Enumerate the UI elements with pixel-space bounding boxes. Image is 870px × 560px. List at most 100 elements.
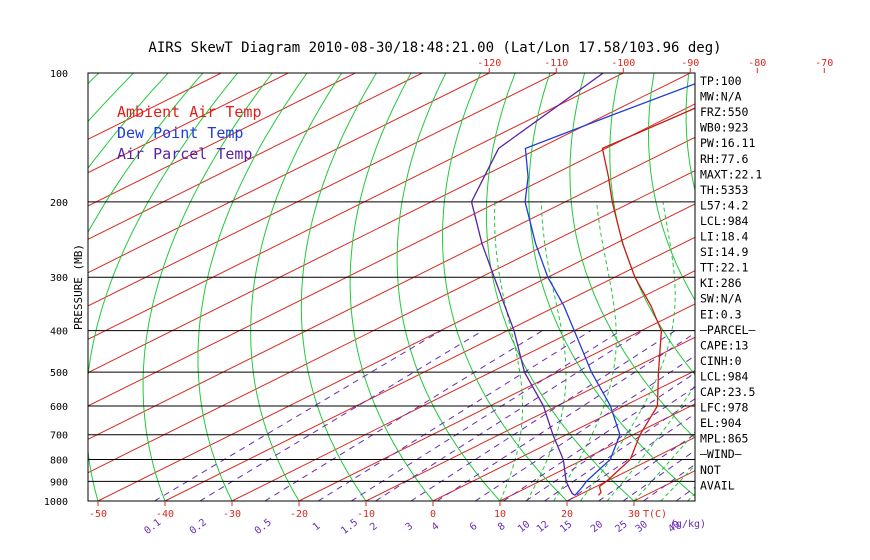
- isotherm-line: [298, 303, 695, 501]
- index-value: SW:N/A: [700, 292, 742, 306]
- plot-frame: [87, 72, 696, 502]
- mixing-ratio-label: 1: [311, 521, 323, 533]
- profile-lines: [470, 73, 695, 496]
- series-line-dew-point-temp: [524, 83, 695, 496]
- top-temp-tick-label: -110: [544, 58, 568, 69]
- bottom-temp-tick-label: -40: [156, 509, 174, 520]
- index-value: MW:N/A: [700, 90, 742, 104]
- mixing-ratio-line: [317, 330, 592, 501]
- dry-adiabat-line: [758, 73, 870, 501]
- legend-entry: Air Parcel Temp: [117, 145, 252, 163]
- index-value: FRZ:550: [700, 105, 749, 119]
- mixing-ratio-line: [375, 330, 644, 501]
- isotherm-line: [164, 236, 695, 501]
- dry-adiabat-line: [349, 73, 434, 501]
- x-axis-unit-label: T(C): [643, 509, 667, 520]
- index-value: MPL:865: [700, 432, 748, 446]
- bottom-temp-tick-label: -30: [223, 509, 241, 520]
- index-value: RH:77.6: [700, 152, 749, 166]
- dry-adiabat-line: [862, 73, 870, 501]
- mixing-ratio-label: 4: [430, 521, 442, 533]
- index-value: LCL:984: [700, 214, 749, 228]
- isotherm-line: [365, 336, 695, 501]
- isotherm-line: [88, 73, 557, 307]
- axes: 1002003004005006007008009001000PRESSURE …: [44, 58, 833, 537]
- index-value: TH:5353: [700, 183, 749, 197]
- mixing-ratio-line: [154, 330, 442, 501]
- index-value: LI:18.4: [700, 230, 749, 244]
- pressure-tick-label: 400: [50, 327, 68, 338]
- isotherm-line: [97, 203, 695, 501]
- index-value: —WIND—: [700, 447, 742, 461]
- top-temp-tick-label: -80: [748, 58, 766, 69]
- mixing-ratio-label: 8: [496, 521, 508, 533]
- mixing-ratio-line: [199, 330, 484, 501]
- index-value: WB0:923: [700, 121, 749, 135]
- mixing-ratio-label: 1.5: [339, 517, 360, 537]
- mixing-ratio-line: [436, 332, 695, 501]
- isotherm-line: [768, 73, 870, 501]
- index-value: SI:14.9: [700, 245, 749, 259]
- top-temp-tick-label: -120: [477, 58, 501, 69]
- mixing-ratio-line: [643, 463, 695, 501]
- mixing-ratio-label: 6: [468, 521, 480, 533]
- index-value: PW:16.11: [700, 136, 755, 150]
- mixing-ratio-label: 2: [368, 521, 380, 533]
- isotherm-line: [88, 170, 695, 474]
- isotherm-line: [231, 270, 695, 501]
- bottom-temp-tick-label: 30: [628, 509, 640, 520]
- mixing-ratio-line: [544, 398, 695, 501]
- mixing-ratio-label: 0.2: [188, 517, 209, 537]
- grid-lines: [88, 73, 870, 501]
- mixing-ratio-unit-label: (g/kg): [670, 519, 706, 530]
- pressure-tick-label: 300: [50, 273, 68, 284]
- top-temp-tick-label: -90: [681, 58, 699, 69]
- isotherm-line: [432, 370, 695, 501]
- index-value: AVAIL: [700, 478, 735, 492]
- legend-entry: Ambient Air Temp: [117, 103, 262, 121]
- mixing-ratio-label: 30: [634, 519, 650, 535]
- dry-adiabat-line: [396, 73, 501, 501]
- dry-adiabat-line: [197, 73, 308, 501]
- index-value: CINH:0: [700, 354, 742, 368]
- index-value: CAP:23.5: [700, 385, 755, 399]
- bottom-temp-tick-label: -20: [290, 509, 308, 520]
- pressure-tick-label: 100: [50, 69, 68, 80]
- mixing-ratio-label: 20: [589, 519, 605, 535]
- y-axis-label: PRESSURE (MB): [72, 244, 85, 330]
- top-temp-tick-label: -70: [815, 58, 833, 69]
- pressure-tick-label: 900: [50, 477, 68, 488]
- index-value: CAPE:13: [700, 338, 749, 352]
- mixing-ratio-label: 3: [404, 521, 416, 533]
- dry-adiabat-line: [647, 73, 695, 302]
- index-value: EI:0.3: [700, 307, 742, 321]
- dry-adiabat-line: [828, 73, 870, 501]
- isotherm-line: [88, 73, 490, 274]
- mixing-ratio-line: [350, 330, 622, 501]
- pressure-tick-label: 800: [50, 456, 68, 467]
- mixing-ratio-label: 12: [535, 519, 551, 535]
- mixing-ratio-line: [475, 355, 695, 501]
- dry-adiabat-line: [88, 73, 238, 501]
- isotherm-line: [835, 73, 870, 501]
- index-value: NOT: [700, 463, 721, 477]
- index-value: LCL:984: [700, 369, 749, 383]
- dry-adiabat-line: [569, 73, 695, 439]
- moist-adiabat-line: [580, 201, 676, 501]
- mixing-ratio-line: [410, 330, 676, 501]
- index-value: EL:904: [700, 416, 742, 430]
- chart-title: AIRS SkewT Diagram 2010-08-30/18:48:21.0…: [148, 40, 721, 56]
- pressure-tick-label: 200: [50, 198, 68, 209]
- bottom-temp-tick-label: 10: [494, 509, 506, 520]
- pressure-tick-label: 700: [50, 431, 68, 442]
- moist-adiabat-line: [494, 201, 523, 501]
- index-value: LFC:978: [700, 401, 749, 415]
- moist-adiabat-line: [526, 201, 567, 501]
- dry-adiabat-line: [793, 73, 870, 501]
- bottom-temp-tick-label: -10: [357, 509, 375, 520]
- isotherm-line: [88, 73, 691, 374]
- dry-adiabat-line: [250, 73, 343, 501]
- pressure-tick-label: 600: [50, 402, 68, 413]
